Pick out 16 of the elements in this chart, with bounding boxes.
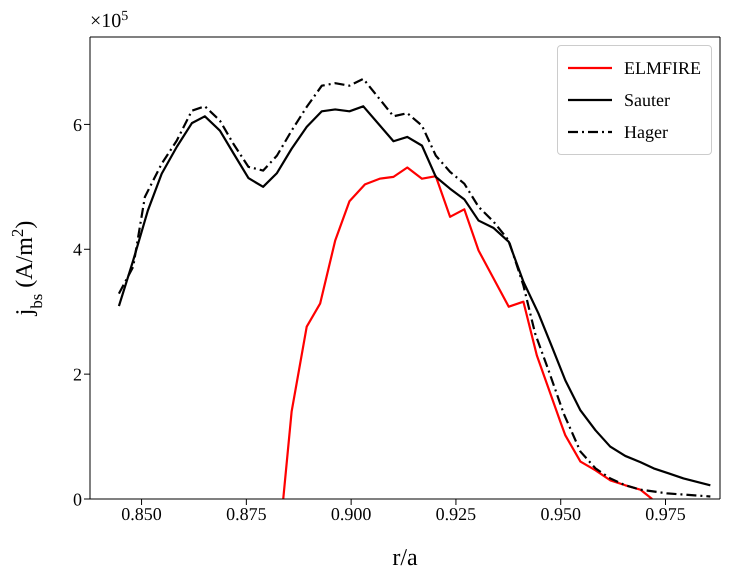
text: ×10$^{5}$ — [90, 8, 128, 32]
line-series — [282, 166, 654, 499]
x-tick-label: 0.850 — [121, 504, 162, 524]
x-tick-label: 0.875 — [226, 504, 267, 524]
x-tick-label: 0.900 — [330, 504, 372, 524]
x-axis-title: r/a — [392, 545, 418, 571]
y-tick-label: 6 — [73, 114, 82, 135]
legend-label: ELMFIRE — [624, 58, 701, 78]
y-tick-label: 4 — [73, 240, 82, 260]
legend-label: Sauter — [624, 90, 670, 110]
x-tick-label: 0.975 — [645, 504, 686, 524]
x-tick-label: 0.925 — [436, 504, 476, 524]
x-tick-label: 0.950 — [540, 504, 581, 524]
legend-label: Hager — [624, 122, 668, 142]
y-tick-label: 2 — [73, 364, 82, 385]
y-tick-label: 0 — [73, 489, 82, 510]
